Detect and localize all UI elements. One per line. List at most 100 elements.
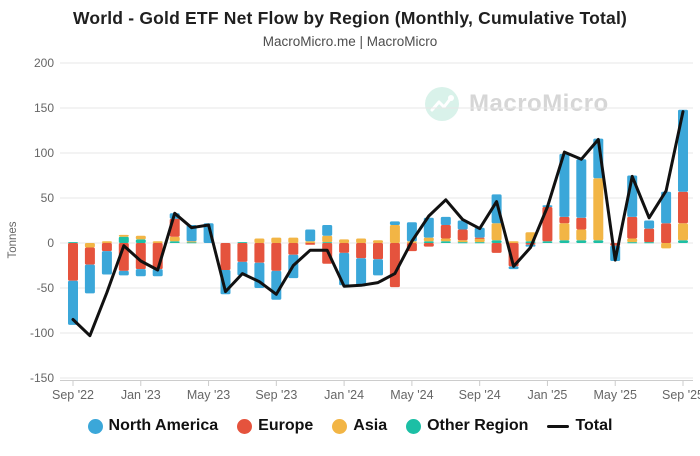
bar-segment-north-america[interactable]	[457, 220, 468, 230]
chart-title: World - Gold ETF Net Flow by Region (Mon…	[72, 8, 628, 28]
bar-segment-asia[interactable]	[373, 240, 383, 243]
bar-segment-north-america[interactable]	[644, 220, 655, 229]
bar-segment-north-america[interactable]	[576, 159, 587, 218]
bar-segment-asia[interactable]	[559, 223, 570, 241]
bar-segment-north-america[interactable]	[440, 216, 451, 225]
legend-item-asia[interactable]: Asia	[332, 417, 387, 435]
bar-segment-asia[interactable]	[491, 223, 502, 241]
bar-segment-asia[interactable]	[169, 236, 180, 242]
total-line[interactable]	[71, 110, 685, 338]
bar-segment-europe[interactable]	[661, 223, 672, 243]
legend-item-europe[interactable]: Europe	[237, 417, 313, 435]
bar-segment-north-america[interactable]	[84, 264, 95, 294]
bar-segment-north-america[interactable]	[305, 229, 316, 242]
bar-segment-north-america[interactable]	[339, 252, 350, 286]
bar-segment-europe[interactable]	[491, 243, 502, 253]
bar-segment-north-america[interactable]	[237, 261, 248, 276]
bar-segment-asia[interactable]	[271, 237, 282, 243]
bar-segment-europe[interactable]	[339, 243, 350, 253]
bar-segment-north-america[interactable]	[68, 280, 78, 325]
bar-segment-asia[interactable]	[576, 229, 587, 241]
bar-segment-north-america[interactable]	[474, 227, 485, 238]
bar-segment-asia[interactable]	[152, 241, 163, 243]
bar-segment-europe[interactable]	[84, 247, 95, 265]
bar-segment-europe[interactable]	[373, 243, 383, 260]
bar-segment-other-region[interactable]	[423, 241, 434, 243]
chart-subtitle[interactable]: MacroMicro.me | MacroMicro	[262, 34, 438, 49]
bar-segment-north-america[interactable]	[356, 258, 367, 287]
bar-segment-other-region[interactable]	[627, 242, 638, 244]
bar-segment-europe[interactable]	[457, 229, 468, 241]
bar-segment-europe[interactable]	[288, 243, 299, 255]
bar-segment-asia[interactable]	[254, 238, 265, 244]
bar-segment-other-region[interactable]	[576, 240, 587, 243]
bar-segment-north-america[interactable]	[118, 270, 129, 276]
bar-segment-other-region[interactable]	[186, 242, 197, 244]
bar-segment-asia[interactable]	[661, 243, 672, 249]
bar-segment-other-region[interactable]	[135, 239, 146, 243]
bar-segment-asia[interactable]	[508, 241, 519, 243]
bar-segment-north-america[interactable]	[559, 153, 570, 217]
bar-segment-europe[interactable]	[627, 216, 638, 239]
bar-segment-other-region[interactable]	[644, 242, 655, 244]
bar-segment-asia[interactable]	[339, 239, 350, 243]
bar-segment-europe[interactable]	[678, 191, 688, 224]
bar-segment-europe[interactable]	[356, 243, 367, 259]
bar-segment-other-region[interactable]	[457, 242, 468, 244]
bar-segment-asia[interactable]	[678, 223, 688, 241]
bar-segment-north-america[interactable]	[661, 191, 672, 224]
bar-segment-europe[interactable]	[220, 243, 231, 270]
bar-segment-other-region[interactable]	[491, 240, 502, 243]
bar-segment-asia[interactable]	[305, 241, 316, 243]
bar-segment-europe[interactable]	[101, 243, 112, 252]
bar-segment-north-america[interactable]	[135, 269, 146, 277]
bar-segment-other-region[interactable]	[678, 240, 688, 243]
bar-segment-europe[interactable]	[644, 228, 655, 243]
bar-segment-other-region[interactable]	[169, 241, 180, 243]
bar-segment-europe[interactable]	[68, 243, 78, 281]
bar-segment-asia[interactable]	[627, 238, 638, 243]
legend-item-total[interactable]: Total	[547, 417, 612, 435]
x-tick-label: Sep '24	[459, 388, 501, 402]
bar-segment-europe[interactable]	[423, 243, 434, 247]
bar-segment-other-region[interactable]	[474, 242, 485, 244]
bar-segment-asia[interactable]	[288, 237, 299, 243]
bar-segment-north-america[interactable]	[322, 225, 333, 236]
bar-segment-asia[interactable]	[457, 240, 468, 243]
bar-segment-asia[interactable]	[118, 234, 129, 237]
bar-segment-north-america[interactable]	[101, 251, 112, 275]
bar-segment-europe[interactable]	[237, 243, 248, 262]
bar-segment-asia[interactable]	[322, 235, 333, 243]
bar-segment-north-america[interactable]	[186, 225, 197, 242]
legend-label: Total	[575, 417, 613, 434]
bar-segment-asia[interactable]	[474, 238, 485, 243]
bar-segment-asia[interactable]	[356, 238, 367, 244]
bar-segment-other-region[interactable]	[440, 241, 451, 243]
bar-segment-north-america[interactable]	[389, 221, 400, 225]
bar-segment-asia[interactable]	[101, 241, 112, 243]
bar-segment-europe[interactable]	[254, 243, 265, 263]
bar-segment-asia[interactable]	[135, 235, 146, 240]
legend-item-other-region[interactable]: Other Region	[406, 417, 528, 435]
bar-segment-asia[interactable]	[423, 237, 434, 242]
bar-segment-asia[interactable]	[440, 238, 451, 242]
bar-segment-europe[interactable]	[440, 225, 451, 239]
bar-segment-asia[interactable]	[389, 225, 400, 243]
legend-item-north-america[interactable]: North America	[87, 417, 218, 435]
bar-segment-asia[interactable]	[84, 243, 95, 248]
bar-segment-north-america[interactable]	[423, 217, 434, 238]
bar-segment-europe[interactable]	[559, 216, 570, 224]
bar-segment-asia[interactable]	[593, 178, 604, 241]
bar-segment-asia[interactable]	[186, 241, 197, 243]
bar-segment-other-region[interactable]	[559, 240, 570, 243]
x-tick-label: Jan '23	[121, 388, 161, 402]
bar-segment-europe[interactable]	[576, 217, 587, 230]
bar-segment-other-region[interactable]	[542, 241, 553, 243]
bar-segment-europe[interactable]	[474, 237, 485, 239]
bar-segment-europe[interactable]	[305, 243, 316, 245]
bar-segment-north-america[interactable]	[152, 269, 163, 277]
bar-segment-other-region[interactable]	[118, 236, 129, 243]
bar-segment-other-region[interactable]	[593, 240, 604, 243]
bar-segment-north-america[interactable]	[373, 259, 383, 276]
bar-segment-europe[interactable]	[271, 243, 282, 271]
